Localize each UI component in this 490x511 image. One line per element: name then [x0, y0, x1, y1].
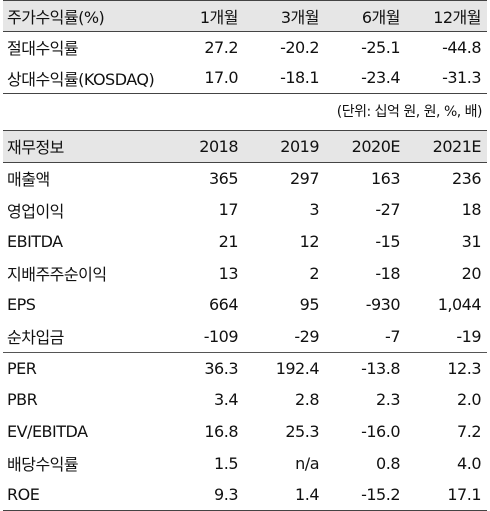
cell: 2.0 [457, 390, 481, 410]
financials-header-2019: 2019 [280, 136, 319, 156]
stock-returns-table: 주가수익률(%) 1개월 3개월 6개월 12개월 절대수익률 27.2 -20… [3, 0, 487, 94]
cell: -27 [375, 200, 400, 220]
cell: 2.3 [376, 390, 400, 410]
cell: -109 [203, 326, 239, 346]
cell: -25.1 [361, 37, 400, 57]
cell: -16.0 [361, 422, 400, 442]
table-row: EV/EBITDA 16.8 25.3 -16.0 7.2 [3, 416, 487, 448]
row-label: 배당수익률 [7, 455, 79, 475]
financials-header-row: 재무정보 2018 2019 2020E 2021E [3, 130, 487, 163]
cell: 12.3 [447, 358, 481, 378]
cell: 236 [451, 168, 482, 188]
cell: -44.8 [442, 37, 481, 57]
row-label: EBITDA [7, 231, 63, 251]
row-label: PBR [7, 390, 38, 410]
cell: 31 [461, 231, 482, 251]
cell: 36.3 [204, 358, 238, 378]
cell: 27.2 [204, 37, 238, 57]
returns-header-3m: 3개월 [280, 8, 320, 27]
cell: 192.4 [275, 358, 320, 378]
table-row: 영업이익 17 3 -27 18 [3, 194, 487, 226]
cell: -18.1 [280, 68, 319, 88]
financials-table: 재무정보 2018 2019 2020E 2021E 매출액 365 297 1… [3, 130, 487, 511]
cell: 20 [461, 263, 482, 283]
cell: 4.0 [457, 453, 481, 473]
returns-header-row: 주가수익률(%) 1개월 3개월 6개월 12개월 [3, 0, 487, 32]
row-label: PER [7, 358, 37, 378]
row-label: ROE [7, 485, 40, 505]
cell: 95 [299, 295, 320, 315]
cell: 1.4 [295, 485, 319, 505]
cell: 17.0 [204, 68, 238, 88]
table-row: 매출액 365 297 163 236 [3, 162, 487, 194]
cell: -23.4 [361, 68, 400, 88]
cell: n/a [295, 453, 319, 473]
financials-header-2018: 2018 [199, 136, 238, 156]
financials-header-label: 재무정보 [7, 138, 64, 158]
cell: 664 [208, 295, 239, 315]
table-row: 지배주주순이익 13 2 -18 20 [3, 257, 487, 289]
cell: 21 [218, 231, 239, 251]
cell: 0.8 [376, 453, 400, 473]
cell: 16.8 [204, 422, 238, 442]
cell: 1,044 [437, 295, 482, 315]
cell: -19 [456, 326, 481, 346]
cell: -930 [365, 295, 401, 315]
financials-header-2020e: 2020E [351, 136, 401, 156]
cell: 25.3 [285, 422, 319, 442]
cell: -7 [385, 326, 400, 346]
row-label: 영업이익 [7, 201, 64, 221]
cell: 2.8 [295, 390, 319, 410]
unit-note: (단위: 십억 원, 원, %, 배) [336, 104, 483, 120]
cell: 3.4 [214, 390, 238, 410]
cell: -15 [375, 231, 400, 251]
row-label: EPS [7, 295, 36, 315]
cell: -29 [294, 326, 319, 346]
row-label: EV/EBITDA [7, 422, 88, 442]
table-row: EPS 664 95 -930 1,044 [3, 289, 487, 321]
row-label: 순차입금 [7, 328, 64, 348]
cell: 297 [289, 168, 320, 188]
cell: -31.3 [442, 68, 481, 88]
table-row: ROE 9.3 1.4 -15.2 17.1 [3, 479, 487, 511]
cell: 17 [218, 200, 239, 220]
cell: -15.2 [361, 485, 400, 505]
cell: 18 [461, 200, 482, 220]
cell: 13 [218, 263, 239, 283]
cell: 7.2 [457, 422, 481, 442]
table-row: PBR 3.4 2.8 2.3 2.0 [3, 384, 487, 416]
returns-header-1m: 1개월 [199, 8, 239, 27]
returns-header-6m: 6개월 [361, 8, 401, 27]
table-row: 배당수익률 1.5 n/a 0.8 4.0 [3, 447, 487, 479]
cell: 365 [208, 168, 239, 188]
table-row: PER 36.3 192.4 -13.8 12.3 [3, 352, 487, 384]
cell: 9.3 [214, 485, 238, 505]
cell: 3 [309, 200, 319, 220]
cell: 17.1 [447, 485, 481, 505]
financial-summary: 주가수익률(%) 1개월 3개월 6개월 12개월 절대수익률 27.2 -20… [3, 0, 487, 511]
cell: 12 [299, 231, 320, 251]
table-row: 절대수익률 27.2 -20.2 -25.1 -44.8 [3, 32, 487, 63]
financials-header-2021e: 2021E [432, 136, 482, 156]
table-row: EBITDA 21 12 -15 31 [3, 226, 487, 258]
cell: -13.8 [361, 358, 400, 378]
cell: 2 [309, 263, 319, 283]
cell: -18 [375, 263, 400, 283]
table-row: 순차입금 -109 -29 -7 -19 [3, 321, 487, 353]
cell: 1.5 [214, 453, 238, 473]
row-label: 매출액 [7, 170, 50, 190]
row-label: 상대수익률(KOSDAQ) [7, 69, 155, 89]
cell: 163 [370, 168, 401, 188]
returns-header-label: 주가수익률(%) [7, 8, 105, 27]
table-row: 상대수익률(KOSDAQ) 17.0 -18.1 -23.4 -31.3 [3, 63, 487, 94]
cell: -20.2 [280, 37, 319, 57]
row-label: 지배주주순이익 [7, 265, 107, 285]
row-label: 절대수익률 [7, 39, 79, 59]
returns-header-12m: 12개월 [433, 8, 481, 27]
